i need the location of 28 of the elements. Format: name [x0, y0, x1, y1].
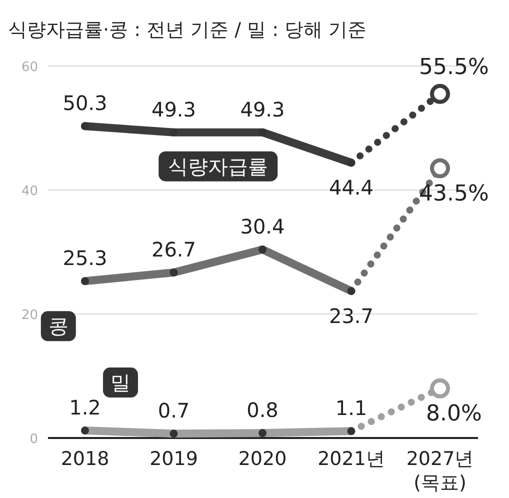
data-label: 43.5%: [419, 181, 489, 206]
y-tick-label: 60: [21, 60, 38, 75]
data-label: 50.3: [62, 91, 108, 116]
x-tick-label: 2019: [150, 448, 198, 470]
series-label: 밀: [110, 370, 130, 395]
x-tick-label: 2018: [60, 448, 110, 470]
chart-title: 식량자급률·콩 : 전년 기준 / 밀 : 당해 기준: [8, 19, 367, 41]
series-label: 콩: [48, 314, 68, 338]
data-label: 30.4: [240, 214, 285, 239]
data-label: 23.7: [328, 304, 374, 328]
y-tick-label: 20: [21, 308, 38, 323]
series-label: 식량자급률: [168, 154, 268, 178]
data-label: 44.4: [328, 176, 374, 200]
data-label: 1.2: [69, 396, 101, 420]
data-label: 0.7: [158, 398, 190, 423]
data-label: 49.3: [240, 97, 285, 122]
x-tick-label: 2027년 (목표): [406, 448, 474, 494]
y-tick-label: 40: [21, 184, 38, 199]
x-tick-label: 2020: [238, 448, 287, 470]
data-label: 1.1: [335, 396, 368, 420]
data-label: 0.8: [246, 398, 278, 422]
data-label: 26.7: [151, 237, 196, 262]
data-label: 55.5%: [419, 54, 489, 80]
data-label: 8.0%: [426, 401, 482, 426]
data-label: 49.3: [151, 97, 196, 122]
y-tick-label: 0: [30, 432, 38, 447]
data-label: 25.3: [62, 246, 108, 270]
x-tick-label: 2021년: [318, 448, 385, 470]
